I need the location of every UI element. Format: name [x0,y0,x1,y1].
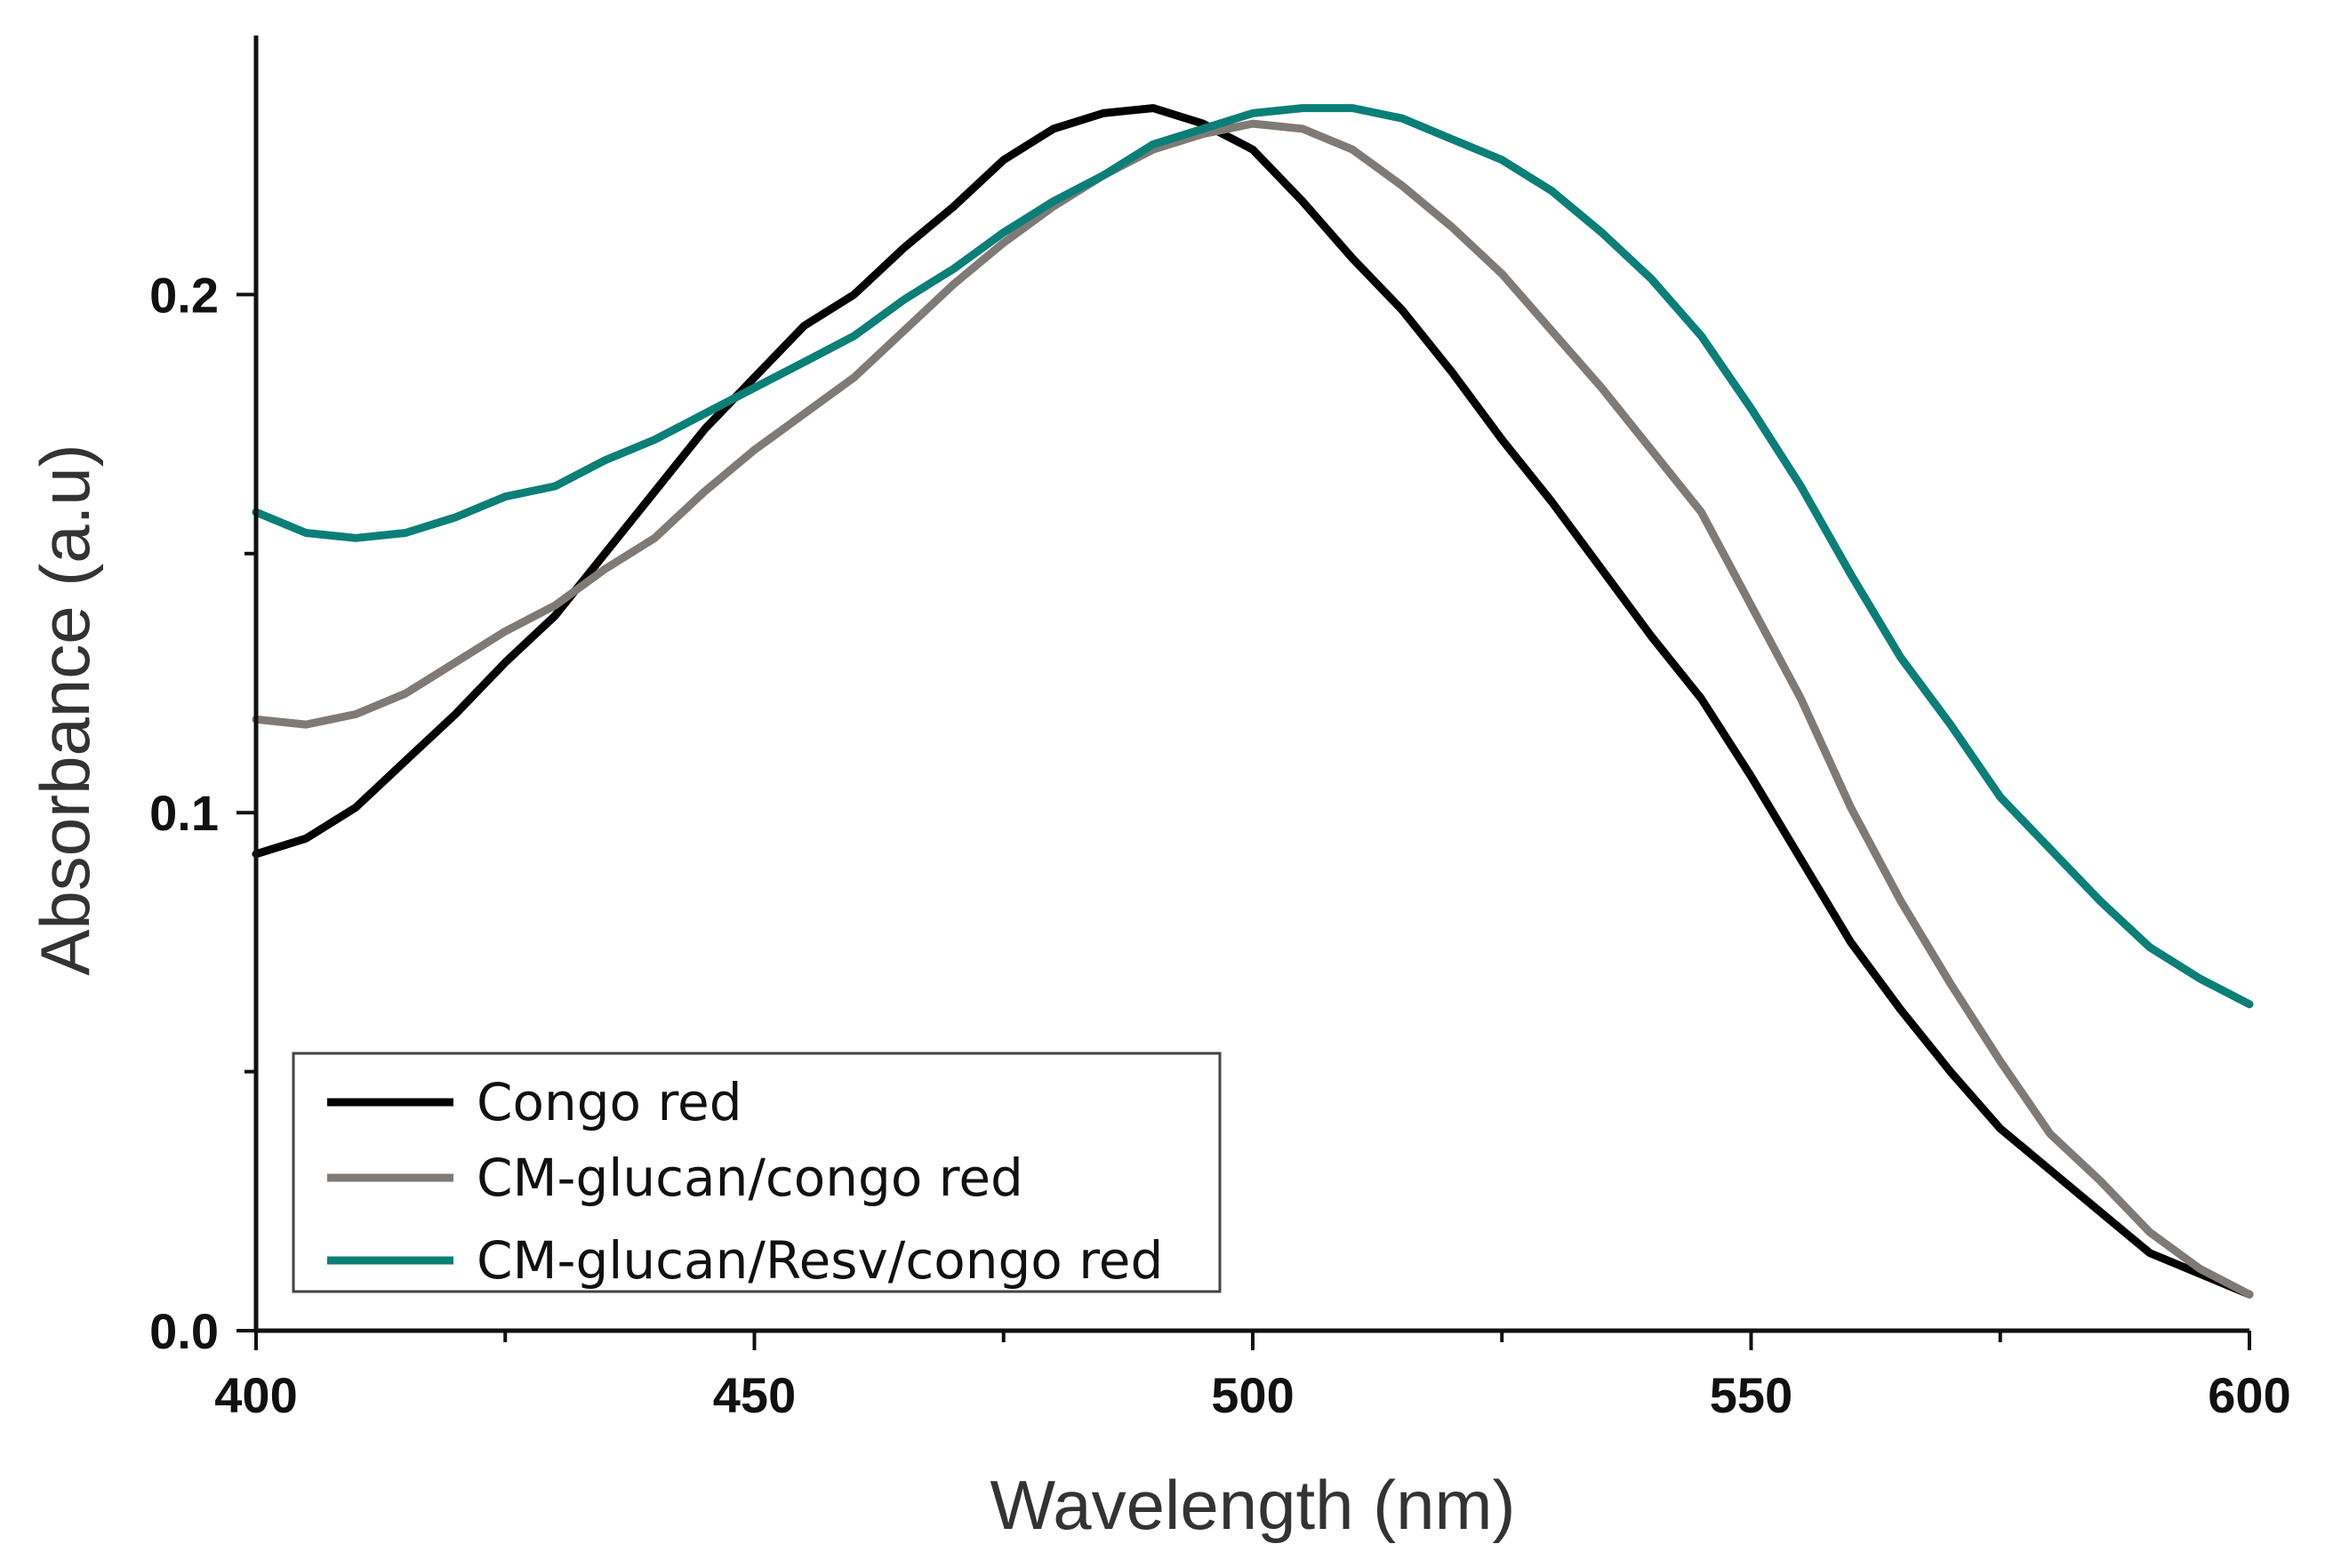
legend-label-cm-glucan-resv-congo-red: CM-glucan/Resv/congo red [477,1230,1163,1291]
x-tick-label-500: 500 [1211,1367,1294,1423]
x-tick-label-550: 550 [1710,1367,1792,1423]
series-line-cm-glucan-resv-congo-red [252,104,2254,1009]
legend-label-congo-red: Congo red [477,1072,742,1132]
plot-area [252,104,2254,1299]
legend: Congo red CM-glucan/congo red CM-glucan/Re… [292,1052,1222,1293]
x-tick-label-600: 600 [2208,1367,2290,1423]
ticks: 400 450 500 550 600 0.0 0.1 0.2 [149,267,2291,1423]
x-tick-label-450: 450 [713,1367,796,1423]
series-line-congo-red [252,104,2254,1299]
y-axis-title: Absorbance (a.u) [26,444,104,975]
y-tick-label-0.2: 0.2 [149,267,219,323]
legend-box [292,1052,1222,1293]
x-axis-title: Wavelength (nm) [990,1466,1516,1544]
series-line-cm-glucan-congo-red [252,119,2254,1299]
y-tick-label-0.0: 0.0 [149,1303,219,1359]
x-tick-label-400: 400 [214,1367,297,1423]
y-tick-label-0.1: 0.1 [149,785,219,841]
legend-label-cm-glucan-congo-red: CM-glucan/congo red [477,1148,1023,1208]
